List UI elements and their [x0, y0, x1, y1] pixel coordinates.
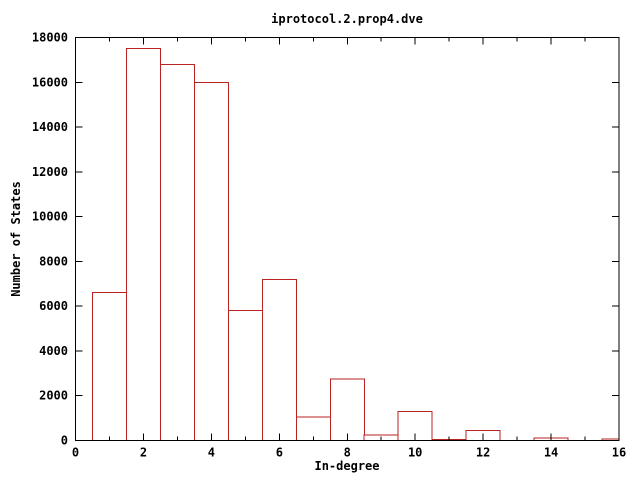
histogram-bar [126, 48, 161, 441]
x-axis-label: In-degree [314, 459, 379, 473]
histogram-bar [92, 292, 127, 442]
x-tick-label: 16 [612, 446, 626, 460]
x-tick-label: 0 [72, 446, 79, 460]
histogram-bar [261, 278, 297, 441]
y-tick-label: 14000 [32, 120, 68, 134]
y-tick-label: 18000 [32, 31, 68, 45]
histogram-bar [329, 378, 365, 441]
y-tick-label: 0 [61, 434, 68, 448]
x-tick-label: 4 [208, 446, 215, 460]
y-tick-label: 4000 [39, 344, 68, 358]
y-axis-label: Number of States [9, 181, 23, 297]
chart-title: iprotocol.2.prop4.dve [271, 12, 423, 26]
x-tick-label: 6 [276, 446, 283, 460]
x-tick-label: 8 [344, 446, 351, 460]
x-tick-label: 14 [544, 446, 558, 460]
y-tick-label: 2000 [39, 389, 68, 403]
histogram-bar [159, 63, 195, 442]
x-tick-label: 2 [140, 446, 147, 460]
x-tick-label: 10 [408, 446, 422, 460]
tick-label-layer: 0 2000 4000 6000 8000 10000 12000 14000 16000 180… [32, 31, 626, 460]
histogram-bar [193, 81, 229, 442]
y-tick-label: 8000 [39, 254, 68, 268]
y-tick-label: 6000 [39, 299, 68, 313]
x-tick-label: 12 [476, 446, 490, 460]
bars-layer [92, 48, 620, 442]
histogram-bar [227, 310, 263, 441]
y-tick-label: 12000 [32, 165, 68, 179]
y-tick-label: 16000 [32, 75, 68, 89]
axis-layer [75, 37, 620, 441]
y-tick-label: 10000 [32, 210, 68, 224]
